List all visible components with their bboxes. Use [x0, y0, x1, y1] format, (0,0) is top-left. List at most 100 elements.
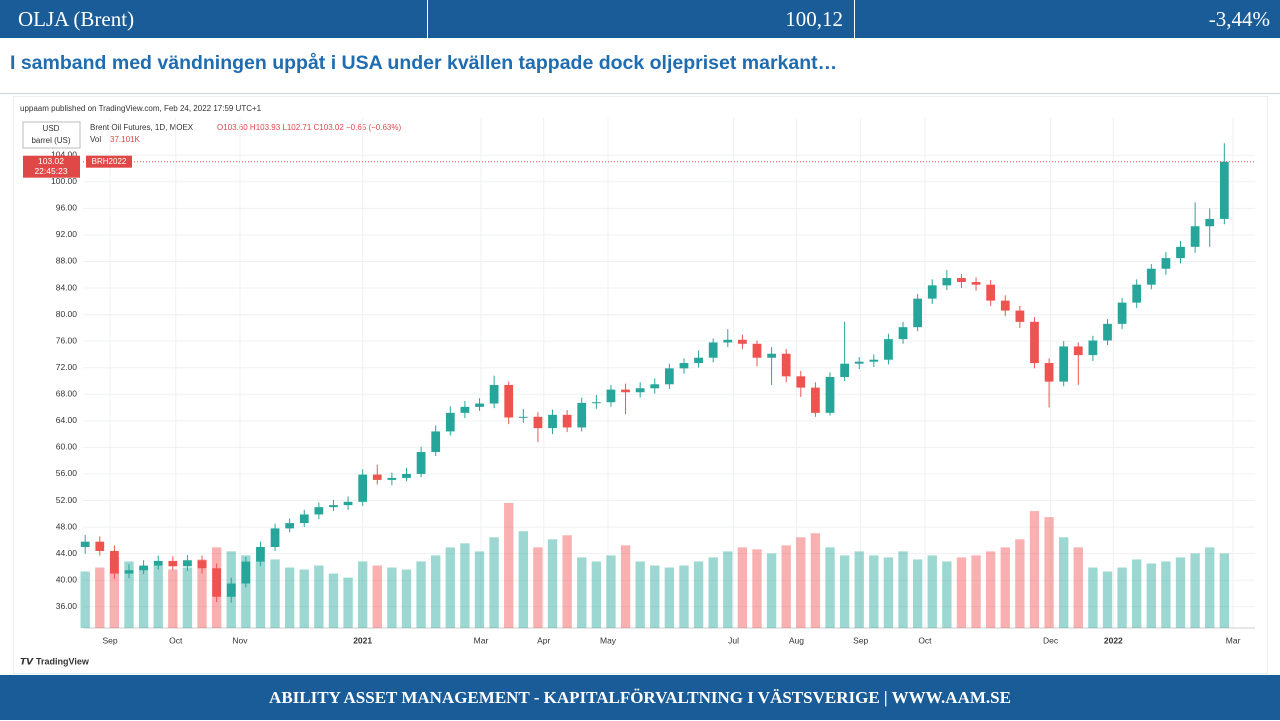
- volume-bar: [1132, 559, 1142, 628]
- candle-body: [153, 560, 163, 566]
- y-tick-label: 48.00: [56, 521, 78, 531]
- volume-bar: [956, 557, 967, 628]
- volume-bar: [1190, 553, 1200, 628]
- candle-body: [95, 541, 105, 551]
- unit-box: [22, 121, 81, 149]
- candle-body: [1219, 161, 1229, 219]
- volume-bar: [912, 559, 923, 628]
- candle-body: [1146, 268, 1156, 285]
- volume-bar: [825, 547, 835, 628]
- x-tick-label: Sep: [102, 635, 117, 645]
- volume-bar: [1015, 539, 1025, 628]
- candle-body: [767, 353, 776, 358]
- candle-body: [372, 474, 382, 480]
- y-tick-label: 100.00: [51, 176, 77, 186]
- volume-bar: [489, 537, 499, 628]
- candle-body: [1088, 340, 1098, 356]
- candle-body: [854, 361, 864, 364]
- candle-body: [445, 412, 455, 432]
- candle-body: [1117, 302, 1127, 324]
- volume-bar: [241, 555, 251, 628]
- y-tick-label: 64.00: [56, 415, 78, 425]
- candle-body: [942, 278, 952, 286]
- x-tick-label: Jul: [728, 635, 739, 645]
- x-tick-label: 2021: [353, 635, 372, 645]
- y-tick-label: 60.00: [56, 442, 78, 452]
- y-tick-label: 88.00: [56, 256, 78, 266]
- candle-body: [533, 416, 543, 429]
- candle-body: [679, 363, 689, 369]
- divider: [854, 0, 855, 38]
- volume-bar: [606, 555, 616, 628]
- candle-body: [621, 389, 630, 393]
- x-tick-label: Mar: [474, 635, 489, 645]
- volume-bar: [1175, 557, 1186, 628]
- candle-body: [124, 570, 134, 574]
- x-tick-label: Apr: [537, 635, 550, 645]
- volume-bar: [562, 535, 572, 628]
- volume-bar: [533, 547, 543, 628]
- y-tick-label: 72.00: [56, 362, 78, 372]
- candle-body: [139, 565, 148, 571]
- candle-body: [1176, 246, 1185, 259]
- volume-bar: [182, 567, 193, 628]
- x-tick-label: Aug: [789, 635, 804, 645]
- divider: [0, 93, 1280, 94]
- candle-body: [548, 414, 557, 429]
- volume-bar: [358, 561, 368, 628]
- volume-bar: [942, 561, 952, 628]
- candle-body: [1059, 346, 1069, 382]
- volume-bar: [1029, 511, 1040, 628]
- volume-bar: [635, 561, 645, 628]
- volume-bar: [1000, 547, 1010, 628]
- y-tick-label: 40.00: [56, 574, 78, 584]
- candle-body: [738, 339, 747, 344]
- y-tick-label: 104.00: [51, 149, 77, 159]
- volume-bar: [898, 551, 908, 628]
- candle-body: [694, 357, 703, 364]
- volume-bar: [883, 557, 894, 628]
- candle-body: [518, 416, 528, 418]
- ohlc-label: O103.60 H103.93 L102.71 C103.02 −0.65 (−…: [217, 123, 401, 132]
- candle-body: [489, 384, 499, 404]
- candle-body: [562, 414, 572, 428]
- grid: [83, 118, 1255, 628]
- volume-bar: [723, 551, 733, 628]
- candle-body: [664, 368, 674, 385]
- candle-body: [402, 473, 411, 478]
- volume-bar: [547, 539, 558, 628]
- change: -3,44%: [1208, 7, 1270, 31]
- candle-body: [1073, 346, 1083, 356]
- volume-bar: [650, 565, 660, 628]
- candle-body: [1190, 226, 1200, 247]
- candle-body: [270, 528, 280, 547]
- y-tick-label: 84.00: [56, 282, 78, 292]
- last-price-label: 103.02: [38, 156, 64, 166]
- volume-bar: [1059, 537, 1069, 628]
- y-tick-label: 56.00: [56, 468, 78, 478]
- candle-body: [431, 431, 441, 453]
- candle-body: [1015, 310, 1025, 322]
- candle-body: [197, 560, 207, 569]
- candle-body: [212, 568, 222, 597]
- candle-body: [314, 507, 324, 515]
- candle-body: [1103, 323, 1112, 341]
- y-tick-label: 96.00: [56, 203, 78, 213]
- candle-body: [840, 363, 849, 377]
- y-tick-label: 76.00: [56, 335, 78, 345]
- header-bar: OLJA (Brent) 100,12 -3,44%: [0, 0, 1280, 38]
- volume-bar: [737, 547, 748, 628]
- volume-bar: [679, 565, 689, 628]
- candle-body: [650, 384, 660, 389]
- candle-body: [80, 541, 90, 547]
- volume-bar: [839, 555, 850, 628]
- candle-body: [884, 339, 893, 360]
- volume-bar: [810, 533, 821, 628]
- volume-bar: [591, 561, 602, 628]
- y-tick-label: 92.00: [56, 229, 78, 239]
- currency-label: USD: [43, 124, 60, 133]
- x-tick-label: Sep: [853, 635, 868, 645]
- countdown: 22:45:23: [34, 166, 67, 176]
- volume-bar: [693, 561, 704, 628]
- volume-bar: [138, 567, 149, 628]
